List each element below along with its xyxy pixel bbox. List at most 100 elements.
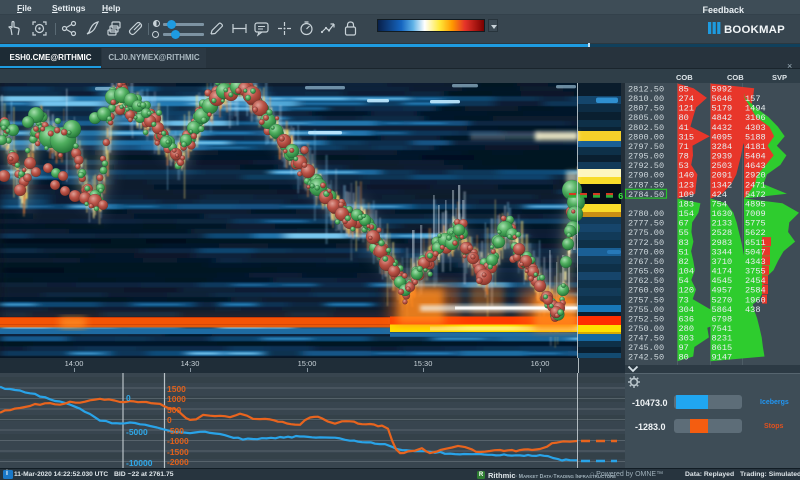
svg-text:123: 123: [679, 180, 694, 190]
svg-text:2792.50: 2792.50: [628, 161, 664, 171]
svg-text:8615: 8615: [712, 343, 733, 353]
svg-text:54: 54: [679, 276, 689, 286]
svg-text:4174: 4174: [712, 267, 733, 277]
svg-text:7541: 7541: [712, 324, 733, 334]
svg-text:5404: 5404: [745, 152, 766, 162]
svg-text:2797.50: 2797.50: [628, 142, 664, 152]
svg-text:82: 82: [679, 257, 689, 267]
svg-text:2800.00: 2800.00: [628, 132, 664, 142]
svg-text:2775.00: 2775.00: [628, 228, 664, 238]
svg-text:2760.00: 2760.00: [628, 286, 664, 296]
svg-text:COB: COB: [727, 73, 744, 82]
svg-text:315: 315: [679, 132, 694, 142]
svg-text:5622: 5622: [745, 228, 766, 238]
svg-text:2983: 2983: [712, 238, 733, 248]
svg-text:2584: 2584: [745, 286, 766, 296]
svg-text:636: 636: [679, 314, 694, 324]
svg-text:121: 121: [679, 104, 694, 114]
svg-text:78: 78: [679, 152, 689, 162]
svg-text:3344: 3344: [712, 247, 733, 257]
svg-text:120: 120: [679, 286, 694, 296]
svg-text:SVP: SVP: [772, 73, 787, 82]
svg-text:2770.00: 2770.00: [628, 247, 664, 257]
svg-text:83: 83: [679, 238, 689, 248]
svg-text:2787.50: 2787.50: [628, 180, 664, 190]
svg-text:140: 140: [679, 171, 694, 181]
svg-text:4643: 4643: [745, 161, 766, 171]
svg-text:2765.00: 2765.00: [628, 267, 664, 277]
svg-text:2805.00: 2805.00: [628, 113, 664, 123]
svg-text:2777.50: 2777.50: [628, 219, 664, 229]
svg-text:4095: 4095: [712, 132, 733, 142]
svg-text:5270: 5270: [712, 295, 733, 305]
svg-text:COB: COB: [676, 73, 693, 82]
svg-text:67: 67: [679, 219, 689, 229]
svg-text:2795.00: 2795.00: [628, 152, 664, 162]
svg-text:5188: 5188: [745, 132, 766, 142]
svg-text:8231: 8231: [712, 334, 733, 344]
svg-text:80: 80: [679, 353, 689, 363]
svg-text:6511: 6511: [745, 238, 766, 248]
svg-text:7009: 7009: [745, 209, 766, 219]
svg-text:71: 71: [679, 142, 689, 152]
svg-text:85: 85: [679, 85, 689, 95]
svg-text:51: 51: [679, 247, 689, 257]
svg-text:1630: 1630: [712, 209, 733, 219]
svg-text:280: 280: [679, 324, 694, 334]
svg-text:5047: 5047: [745, 247, 766, 257]
svg-text:3284: 3284: [712, 142, 733, 152]
svg-text:1494: 1494: [745, 104, 766, 114]
svg-text:424: 424: [712, 190, 727, 200]
svg-text:2784.50: 2784.50: [628, 190, 664, 200]
svg-text:304: 304: [679, 305, 694, 315]
svg-text:5864: 5864: [712, 305, 733, 315]
svg-text:2745.00: 2745.00: [628, 343, 664, 353]
svg-text:2767.50: 2767.50: [628, 257, 664, 267]
svg-text:4303: 4303: [745, 123, 766, 133]
svg-text:157: 157: [745, 94, 760, 104]
svg-text:97: 97: [679, 343, 689, 353]
svg-text:183: 183: [679, 200, 694, 210]
svg-text:2091: 2091: [712, 171, 733, 181]
svg-text:73: 73: [679, 295, 689, 305]
svg-text:5646: 5646: [712, 94, 733, 104]
svg-text:3755: 3755: [745, 267, 766, 277]
svg-text:1342: 1342: [712, 180, 733, 190]
svg-text:2807.50: 2807.50: [628, 104, 664, 114]
svg-text:2939: 2939: [712, 152, 733, 162]
svg-text:154: 154: [679, 209, 694, 219]
svg-text:5179: 5179: [712, 104, 733, 114]
svg-text:41: 41: [679, 123, 689, 133]
svg-text:2747.50: 2747.50: [628, 334, 664, 344]
svg-text:3106: 3106: [745, 113, 766, 123]
svg-text:2752.50: 2752.50: [628, 314, 664, 324]
svg-text:4957: 4957: [712, 286, 733, 296]
svg-text:4545: 4545: [712, 276, 733, 286]
svg-text:2750.00: 2750.00: [628, 324, 664, 334]
svg-text:2133: 2133: [712, 219, 733, 229]
svg-text:104: 104: [679, 267, 694, 277]
svg-text:2528: 2528: [712, 228, 733, 238]
svg-text:303: 303: [679, 334, 694, 344]
svg-text:2772.50: 2772.50: [628, 238, 664, 248]
svg-text:4181: 4181: [745, 142, 766, 152]
svg-text:2762.50: 2762.50: [628, 276, 664, 286]
svg-text:2920: 2920: [745, 171, 766, 181]
svg-text:9147: 9147: [712, 353, 733, 363]
svg-text:BOOKMAP: BOOKMAP: [724, 24, 785, 36]
svg-text:5775: 5775: [745, 219, 766, 229]
svg-text:2757.50: 2757.50: [628, 295, 664, 305]
svg-text:53: 53: [679, 161, 689, 171]
svg-text:438: 438: [745, 305, 760, 315]
svg-text:109: 109: [679, 190, 694, 200]
svg-text:2471: 2471: [745, 180, 766, 190]
svg-text:2454: 2454: [745, 276, 766, 286]
svg-text:4895: 4895: [745, 200, 766, 210]
svg-text:4432: 4432: [712, 123, 733, 133]
svg-text:5992: 5992: [712, 85, 733, 95]
svg-text:274: 274: [679, 94, 694, 104]
svg-text:5472: 5472: [745, 190, 766, 200]
svg-text:2503: 2503: [712, 161, 733, 171]
svg-text:6: 6: [618, 192, 623, 202]
svg-text:2810.00: 2810.00: [628, 94, 664, 104]
